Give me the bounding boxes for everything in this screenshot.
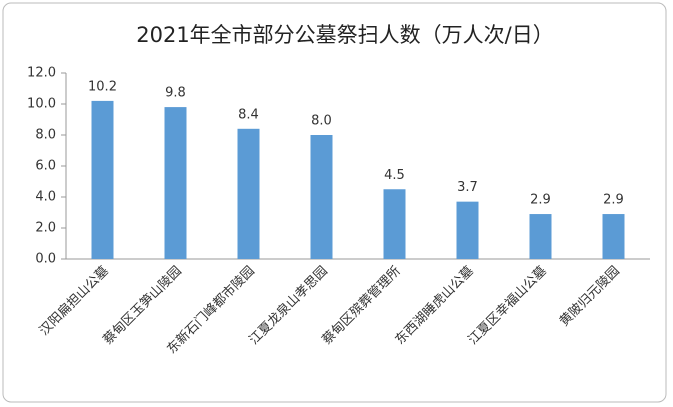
y-tick-label: 8.0	[35, 128, 56, 143]
bar	[237, 128, 260, 259]
chart-title: 2021年全市部分公墓祭扫人数（万人次/日）	[136, 23, 554, 47]
bar	[383, 189, 406, 259]
y-tick-label: 0.0	[35, 252, 56, 267]
data-label: 10.2	[88, 79, 117, 94]
data-label: 8.0	[311, 114, 332, 129]
data-label: 3.7	[457, 180, 478, 195]
bar	[456, 201, 479, 259]
y-tick-label: 4.0	[35, 190, 56, 205]
y-tick-label: 2.0	[35, 221, 56, 236]
y-tick-label: 10.0	[27, 97, 56, 112]
bar	[91, 100, 114, 260]
bar	[164, 107, 187, 259]
y-tick-label: 6.0	[35, 159, 56, 174]
bar	[602, 214, 625, 259]
data-label: 2.9	[603, 193, 624, 208]
data-label: 4.5	[384, 168, 405, 183]
bar	[529, 214, 552, 259]
data-label: 8.4	[238, 107, 259, 122]
chart-border	[2, 2, 667, 403]
bar	[310, 135, 333, 259]
y-tick-label: 12.0	[27, 66, 56, 81]
data-label: 2.9	[530, 193, 551, 208]
data-label: 9.8	[165, 86, 186, 101]
